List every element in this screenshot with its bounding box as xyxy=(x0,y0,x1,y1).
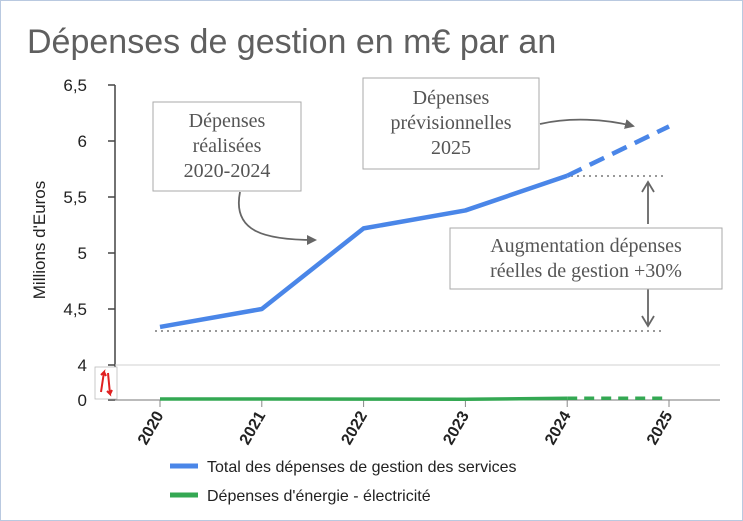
x-tick-label: 2024 xyxy=(542,408,575,447)
legend: Total des dépenses de gestion des servic… xyxy=(170,459,517,505)
annotation-increase-line-2: réelles de gestion +30% xyxy=(490,260,682,282)
annotation-forecast-arrow xyxy=(539,118,635,129)
x-tick-label: 2022 xyxy=(339,408,372,447)
legend-label-energy: Dépenses d'énergie - électricité xyxy=(207,488,431,505)
increase-double-arrow xyxy=(641,180,655,328)
annotation-realized-line-1: Dépenses xyxy=(189,110,266,132)
annotation-forecast-line-2: prévisionnelles xyxy=(390,112,511,134)
y-tick-label: 0 xyxy=(78,391,87,410)
x-tick-label: 2025 xyxy=(644,408,677,447)
chart-title: Dépenses de gestion en m€ par an xyxy=(27,23,556,61)
annotation-forecast-line-1: Dépenses xyxy=(413,87,490,109)
annotation-realized-line-2: réalisées xyxy=(193,135,262,157)
annotation-realized-line-3: 2020-2024 xyxy=(184,160,271,182)
y-tick-label: 4,5 xyxy=(63,300,87,319)
x-tick-label: 2020 xyxy=(135,408,168,447)
annotation-increase: Augmentation dépenses réelles de gestion… xyxy=(449,227,723,290)
y-axis-label: Millions d'Euros xyxy=(30,181,49,300)
y-tick-label: 6,5 xyxy=(63,76,87,95)
y-tick-label: 5 xyxy=(78,244,87,263)
annotation-forecast-line-3: 2025 xyxy=(431,137,471,159)
annotation-realized-arrow xyxy=(237,191,317,245)
x-ticks: 2020 2021 2022 2023 2024 2025 xyxy=(135,400,677,448)
y-tick-label: 5,5 xyxy=(63,188,87,207)
annotation-increase-line-1: Augmentation dépenses xyxy=(490,235,682,257)
x-tick-label: 2021 xyxy=(237,408,270,447)
axis-break-icon xyxy=(94,366,118,400)
annotation-forecast: Dépenses prévisionnelles 2025 xyxy=(362,77,635,170)
y-tick-label: 6 xyxy=(78,132,87,151)
y-ticks: 0 4 4,5 5 5,5 6 6,5 xyxy=(63,76,115,410)
series-layer xyxy=(159,124,670,402)
y-tick-label: 4 xyxy=(78,356,87,375)
annotation-realized: Dépenses réalisées 2020-2024 xyxy=(152,101,317,245)
x-tick-label: 2023 xyxy=(440,408,473,447)
series-forecast-line-total xyxy=(566,124,670,178)
legend-label-total: Total des dépenses de gestion des servic… xyxy=(207,459,517,476)
